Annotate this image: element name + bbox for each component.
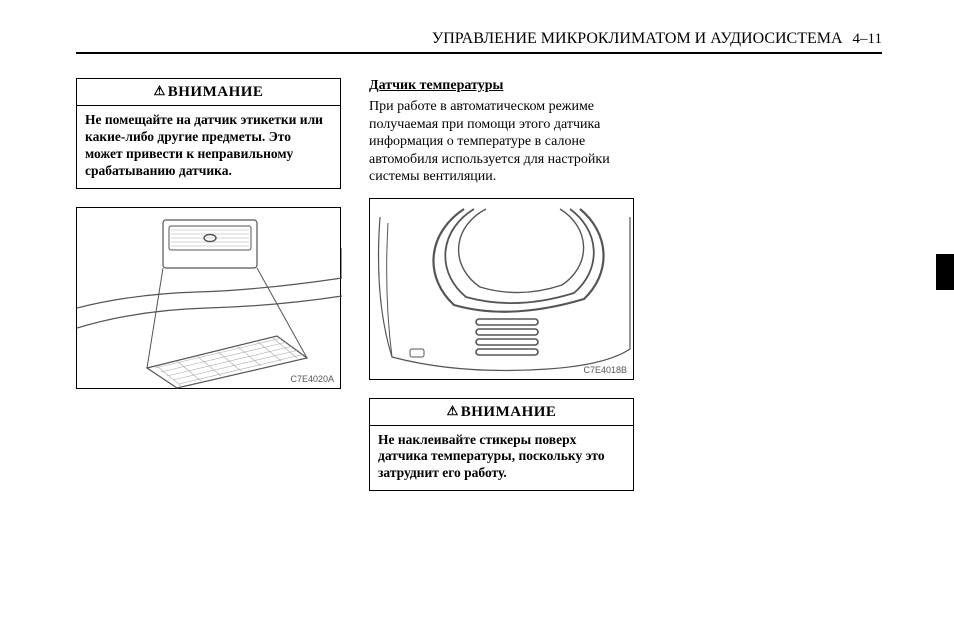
columns: ⚠ВНИМАНИЕ Не помещайте на датчик этикетк… [76, 78, 634, 509]
figure-1: C7E4020A [76, 207, 341, 389]
warning-head-1: ⚠ВНИМАНИЕ [77, 79, 340, 106]
page: УПРАВЛЕНИЕ МИКРОКЛИМАТОМ И АУДИОСИСТЕМА … [0, 0, 954, 638]
sensor-grille [476, 319, 538, 355]
page-number: 4–11 [853, 31, 882, 48]
warning-title-2: ВНИМАНИЕ [461, 404, 557, 420]
warning-icon: ⚠ [447, 403, 459, 418]
figure-1-label: C7E4020A [290, 374, 334, 384]
figure-2: C7E4018B [369, 198, 634, 380]
figure-1-svg [77, 208, 342, 390]
header-title: УПРАВЛЕНИЕ МИКРОКЛИМАТОМ И АУДИОСИСТЕМА [432, 30, 843, 48]
warning-box-2: ⚠ВНИМАНИЕ Не наклеивайте стикеры поверх … [369, 398, 634, 492]
warning-body-1: Не помещайте на датчик этикетки или каки… [77, 106, 340, 188]
figure-2-svg [370, 199, 635, 381]
warning-head-2: ⚠ВНИМАНИЕ [370, 399, 633, 426]
header-rule [76, 52, 882, 54]
warning-body-2: Не наклеивайте стикеры поверх датчика те… [370, 426, 633, 491]
warning-box-1: ⚠ВНИМАНИЕ Не помещайте на датчик этикетк… [76, 78, 341, 189]
figure-2-label: C7E4018B [583, 365, 627, 375]
warning-icon: ⚠ [154, 83, 166, 98]
warning-title-1: ВНИМАНИЕ [168, 84, 264, 100]
column-1: ⚠ВНИМАНИЕ Не помещайте на датчик этикетк… [76, 78, 341, 509]
column-2: Датчик температуры При работе в автомати… [369, 78, 634, 509]
section-paragraph: При работе в автоматическом режиме получ… [369, 98, 634, 186]
thumb-tab [936, 254, 954, 290]
page-header: УПРАВЛЕНИЕ МИКРОКЛИМАТОМ И АУДИОСИСТЕМА … [76, 30, 882, 48]
section-heading: Датчик температуры [369, 78, 634, 94]
